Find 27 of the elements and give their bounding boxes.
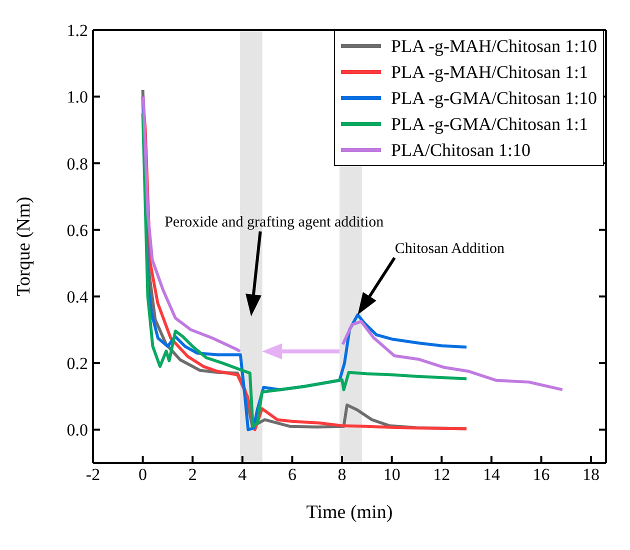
annotation: Peroxide and grafting agent addition xyxy=(164,214,384,230)
y-tick-label: 1.2 xyxy=(66,21,88,40)
x-tick-label: 10 xyxy=(383,465,400,484)
x-tick-label: 0 xyxy=(138,465,148,484)
x-tick-label: 4 xyxy=(238,465,248,484)
x-tick-label: 6 xyxy=(288,465,296,484)
y-tick-label: 0.4 xyxy=(66,287,88,306)
legend-label: PLA -g-MAH/Chitosan 1:1 xyxy=(390,62,588,82)
x-axis-title: Time (min) xyxy=(306,502,393,523)
y-axis-title: Torque (Nm) xyxy=(14,196,35,296)
legend-label: PLA -g-MAH/Chitosan 1:10 xyxy=(390,36,597,56)
x-tick-label: -2 xyxy=(86,465,100,484)
y-tick-label: 0.2 xyxy=(66,354,88,374)
x-tick-label: 18 xyxy=(582,465,600,484)
y-tick-label: 0.0 xyxy=(66,420,88,440)
x-tick-label: 2 xyxy=(188,465,197,484)
legend-label: PLA -g-GMA/Chitosan 1:1 xyxy=(390,114,588,134)
annotation: Chitosan Addition xyxy=(394,240,506,257)
legend-label: PLA -g-GMA/Chitosan 1:10 xyxy=(390,88,597,108)
x-tick-label: 14 xyxy=(482,465,500,484)
y-tick-label: 1.0 xyxy=(66,88,88,107)
x-tick-label: 12 xyxy=(433,465,450,484)
legend-label: PLA/Chitosan 1:10 xyxy=(390,140,530,160)
y-tick-label: 0.8 xyxy=(66,154,88,174)
x-tick-label: 8 xyxy=(338,465,346,484)
x-tick-label: 16 xyxy=(532,465,550,484)
y-tick-label: 0.6 xyxy=(66,220,88,240)
